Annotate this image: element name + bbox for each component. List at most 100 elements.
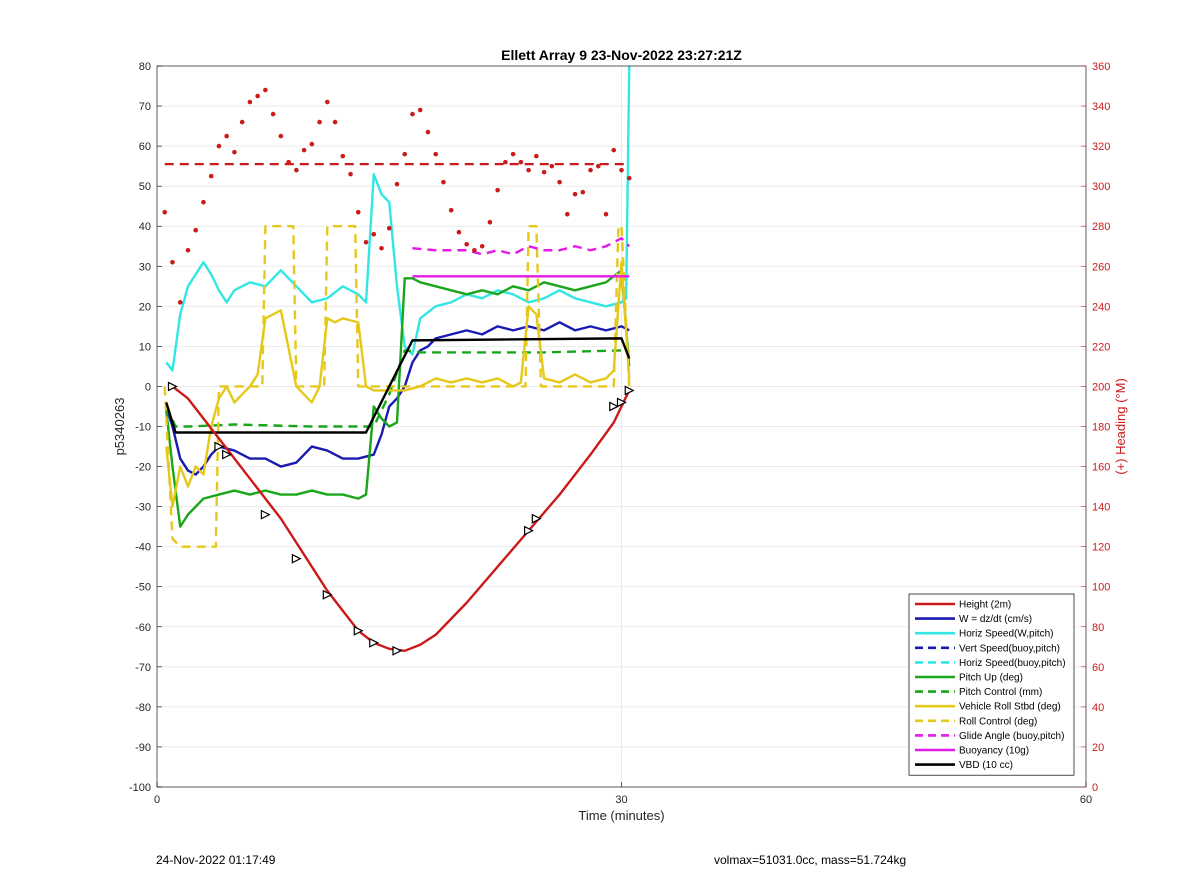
height-marker bbox=[322, 589, 333, 600]
heading-point bbox=[208, 173, 214, 179]
heading-point bbox=[603, 211, 609, 217]
series-vehicle-roll-stbd-deg bbox=[165, 261, 631, 508]
x-tick-label: 30 bbox=[615, 794, 627, 806]
right-tick-label: 260 bbox=[1092, 261, 1110, 273]
legend-label-vert-speed-buoy-pitch: Vert Speed(buoy,pitch) bbox=[959, 643, 1060, 654]
heading-point bbox=[239, 119, 245, 125]
plot-series-group bbox=[162, 66, 635, 656]
height-marker bbox=[222, 449, 233, 460]
footer-timestamp: 24-Nov-2022 01:17:49 bbox=[156, 853, 276, 867]
heading-point bbox=[549, 163, 555, 169]
height-marker bbox=[392, 645, 403, 656]
height-marker bbox=[531, 513, 542, 524]
right-tick-label: 220 bbox=[1092, 341, 1110, 353]
y-tick-label: 20 bbox=[139, 301, 151, 313]
height-marker bbox=[214, 441, 225, 452]
y-tick-label: -50 bbox=[135, 582, 151, 594]
heading-point bbox=[472, 247, 477, 253]
right-tick-label: 320 bbox=[1092, 141, 1110, 153]
legend-label-w-dz-dt-cm-s: W = dz/dt (cm/s) bbox=[959, 614, 1032, 625]
right-tick-label: 280 bbox=[1092, 221, 1110, 233]
y-tick-label: -60 bbox=[135, 622, 151, 634]
heading-point bbox=[479, 243, 485, 249]
plot-area bbox=[162, 66, 635, 656]
height-marker bbox=[291, 553, 302, 564]
heading-point bbox=[255, 93, 260, 99]
right-axis-label: (+) Heading (°M) bbox=[1113, 378, 1128, 475]
y-tick-label: 30 bbox=[139, 261, 151, 273]
heading-point bbox=[201, 199, 206, 205]
height-marker bbox=[624, 385, 635, 396]
height-marker bbox=[260, 509, 271, 520]
y-tick-label: 60 bbox=[139, 141, 151, 153]
legend-label-pitch-up-deg: Pitch Up (deg) bbox=[959, 673, 1023, 684]
y-tick-label: 80 bbox=[139, 61, 151, 73]
right-tick-label: 360 bbox=[1092, 61, 1110, 73]
right-tick-label: 340 bbox=[1092, 101, 1110, 113]
heading-point bbox=[232, 149, 237, 155]
heading-point bbox=[410, 111, 415, 117]
y-tick-label: 50 bbox=[139, 181, 151, 193]
height-marker bbox=[167, 381, 178, 392]
heading-point bbox=[162, 209, 168, 215]
x-tick-label: 0 bbox=[154, 794, 160, 806]
x-axis-label: Time (minutes) bbox=[578, 808, 664, 823]
heading-point bbox=[518, 159, 524, 165]
series-glide-angle-buoy-pitch bbox=[412, 237, 631, 256]
footer-mass-info: volmax=51031.0cc, mass=51.724kg bbox=[714, 853, 907, 867]
right-tick-label: 180 bbox=[1092, 422, 1110, 434]
heading-point bbox=[433, 151, 439, 157]
right-tick-label: 0 bbox=[1092, 782, 1098, 794]
heading-point bbox=[534, 153, 539, 159]
heading-point bbox=[317, 119, 322, 125]
right-tick-label: 160 bbox=[1092, 462, 1110, 474]
right-tick-label: 20 bbox=[1092, 742, 1104, 754]
heading-point bbox=[348, 171, 353, 177]
y-tick-label: -70 bbox=[135, 662, 151, 674]
heading-point bbox=[611, 147, 617, 153]
heading-point bbox=[216, 143, 222, 149]
heading-point bbox=[371, 231, 377, 237]
heading-point bbox=[394, 181, 400, 187]
heading-point bbox=[464, 241, 469, 247]
heading-point bbox=[495, 187, 500, 193]
heading-point bbox=[270, 111, 276, 117]
right-tick-label: 300 bbox=[1092, 181, 1110, 193]
legend-label-glide-angle-buoy-pitch: Glide Angle (buoy,pitch) bbox=[959, 731, 1064, 742]
y-tick-label: 70 bbox=[139, 101, 151, 113]
right-tick-label: 240 bbox=[1092, 301, 1110, 313]
series-height-2m bbox=[171, 385, 631, 653]
heading-point bbox=[541, 169, 547, 175]
heading-point bbox=[332, 119, 338, 125]
heading-point bbox=[626, 175, 632, 181]
heading-point bbox=[170, 259, 175, 265]
height-marker bbox=[616, 397, 627, 408]
heading-point bbox=[425, 129, 431, 135]
heading-point bbox=[286, 159, 291, 165]
x-axis: 0 30 60 bbox=[154, 782, 1092, 806]
heading-point bbox=[355, 209, 361, 215]
y-tick-label: -30 bbox=[135, 502, 151, 514]
heading-point bbox=[402, 151, 408, 157]
y-tick-label: -20 bbox=[135, 462, 151, 474]
y-tick-label: 0 bbox=[145, 381, 151, 393]
y-tick-label: -80 bbox=[135, 702, 151, 714]
heading-point bbox=[487, 219, 493, 225]
legend-label-horiz-speed-w-pitch: Horiz Speed(W,pitch) bbox=[959, 629, 1053, 640]
heading-point bbox=[565, 211, 570, 217]
right-tick-label: 120 bbox=[1092, 542, 1110, 554]
heading-point bbox=[301, 147, 307, 153]
heading-point bbox=[580, 189, 586, 195]
y-tick-label: 40 bbox=[139, 221, 151, 233]
heading-point bbox=[456, 229, 462, 235]
heading-point bbox=[278, 133, 284, 139]
heading-point bbox=[386, 225, 392, 231]
heading-point bbox=[363, 239, 369, 245]
height-marker bbox=[369, 637, 380, 648]
series-vbd-10-cc bbox=[165, 337, 631, 434]
series-pitch-up-deg bbox=[165, 269, 631, 528]
chart-title: Ellett Array 9 23-Nov-2022 23:27:21Z bbox=[501, 47, 742, 63]
right-tick-label: 60 bbox=[1092, 662, 1104, 674]
heading-point bbox=[557, 179, 562, 185]
